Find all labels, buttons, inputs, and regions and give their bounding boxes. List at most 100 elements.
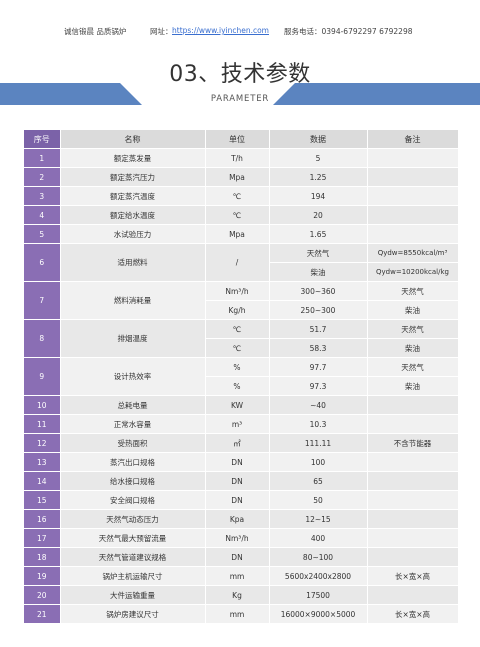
- website-link[interactable]: https://www.iyinchen.com: [172, 26, 269, 35]
- header-name: 名称: [60, 130, 206, 149]
- row-index: 16: [24, 509, 61, 529]
- row-value: 97.7: [269, 357, 368, 377]
- title-band-left: [0, 83, 142, 105]
- row-name: 设计热效率: [60, 357, 206, 396]
- row-index: 7: [24, 281, 61, 320]
- row-name: 大件运输重量: [60, 585, 206, 605]
- table-row: 2 额定蒸汽压力 Mpa 1.25: [24, 167, 459, 187]
- row-unit: ㎡: [205, 433, 270, 453]
- row-note: [367, 490, 459, 510]
- row-note: [367, 224, 459, 244]
- row-value: 17500: [269, 585, 368, 605]
- row-note: 天然气: [367, 357, 459, 377]
- row-note: [367, 509, 459, 529]
- row-name: 天然气管道建议规格: [60, 547, 206, 567]
- table-row: 19 锅炉主机运输尺寸 mm 5600x2400x2800 长×宽×高: [24, 566, 459, 586]
- row-unit: Nm³/h: [205, 528, 270, 548]
- header-value: 数据: [269, 130, 368, 149]
- row-value: 100: [269, 452, 368, 472]
- row-unit-2: %: [205, 376, 270, 396]
- row-unit: Kpa: [205, 509, 270, 529]
- row-value: 1.65: [269, 224, 368, 244]
- row-name: 额定给水温度: [60, 205, 206, 225]
- technical-parameters-table: 序号 名称 单位 数据 备注 1 额定蒸发量 T/h 5 2 额定蒸汽压力 Mp…: [24, 130, 459, 624]
- row-index: 5: [24, 224, 61, 244]
- table-row: 13 蒸汽出口规格 DN 100: [24, 452, 459, 472]
- table-row-sub: 柴油 Qydw=10200kcal/kg: [24, 262, 459, 282]
- row-value-2: 97.3: [269, 376, 368, 396]
- row-name: 燃料消耗量: [60, 281, 206, 320]
- row-note: 不含节能器: [367, 433, 459, 453]
- table-header-row: 序号 名称 单位 数据 备注: [24, 130, 459, 149]
- table-row: 10 总耗电量 KW ~40: [24, 395, 459, 415]
- row-name: 总耗电量: [60, 395, 206, 415]
- row-note-2: 柴油: [367, 338, 459, 358]
- row-unit: ℃: [205, 205, 270, 225]
- row-value: 300~360: [269, 281, 368, 301]
- row-note-2: Qydw=10200kcal/kg: [367, 262, 459, 282]
- row-note: Qydw=8550kcal/m³: [367, 243, 459, 263]
- row-name: 受热面积: [60, 433, 206, 453]
- row-unit: Nm³/h: [205, 281, 270, 301]
- table-row: 16 天然气动态压力 Kpa 12~15: [24, 509, 459, 529]
- row-index: 19: [24, 566, 61, 586]
- table-row: 6 适用燃料 / 天然气 Qydw=8550kcal/m³: [24, 243, 459, 282]
- row-value: 65: [269, 471, 368, 491]
- row-index: 18: [24, 547, 61, 567]
- row-value: 51.7: [269, 319, 368, 339]
- row-unit: ℃: [205, 186, 270, 206]
- title-band-right: [273, 83, 480, 105]
- table-row: 9 设计热效率 % 97.7 天然气: [24, 357, 459, 396]
- table-row-sub: % 97.3 柴油: [24, 376, 459, 396]
- section-title: 03、技术参数: [169, 62, 311, 87]
- row-name: 额定蒸发量: [60, 148, 206, 168]
- row-note-2: 柴油: [367, 376, 459, 396]
- table-row: 17 天然气最大预留流量 Nm³/h 400: [24, 528, 459, 548]
- table-row: 7 燃料消耗量 Nm³/h 300~360 天然气: [24, 281, 459, 320]
- row-name: 额定蒸汽压力: [60, 167, 206, 187]
- row-unit: m³: [205, 414, 270, 434]
- row-note: [367, 148, 459, 168]
- row-note-2: 柴油: [367, 300, 459, 320]
- row-value-2: 250~300: [269, 300, 368, 320]
- table-row-sub: Kg/h 250~300 柴油: [24, 300, 459, 320]
- row-note: 天然气: [367, 281, 459, 301]
- row-index: 14: [24, 471, 61, 491]
- row-unit: DN: [205, 471, 270, 491]
- service-phone: 服务电话：0394-6792297 6792298: [284, 27, 413, 36]
- row-index: 17: [24, 528, 61, 548]
- row-note: [367, 167, 459, 187]
- row-unit: Mpa: [205, 224, 270, 244]
- table-row: 3 额定蒸汽温度 ℃ 194: [24, 186, 459, 206]
- row-unit: Kg: [205, 585, 270, 605]
- row-unit: ℃: [205, 319, 270, 339]
- row-unit: /: [205, 243, 270, 282]
- row-index: 1: [24, 148, 61, 168]
- table-row: 20 大件运输重量 Kg 17500: [24, 585, 459, 605]
- row-index: 9: [24, 357, 61, 396]
- row-note: 天然气: [367, 319, 459, 339]
- row-value: 天然气: [269, 243, 368, 263]
- row-index: 8: [24, 319, 61, 358]
- row-value: 400: [269, 528, 368, 548]
- row-unit: DN: [205, 547, 270, 567]
- row-value: 194: [269, 186, 368, 206]
- row-index: 12: [24, 433, 61, 453]
- row-index: 2: [24, 167, 61, 187]
- row-value: 20: [269, 205, 368, 225]
- row-note: [367, 205, 459, 225]
- section-title-block: 03、技术参数 PARAMETER: [0, 54, 480, 105]
- row-value-2: 柴油: [269, 262, 368, 282]
- table-row: 1 额定蒸发量 T/h 5: [24, 148, 459, 168]
- row-unit: KW: [205, 395, 270, 415]
- row-unit: T/h: [205, 148, 270, 168]
- table-row: 21 锅炉房建议尺寸 mm 16000×9000×5000 长×宽×高: [24, 604, 459, 624]
- table-row: 8 排烟温度 ℃ 51.7 天然气: [24, 319, 459, 358]
- table-row: 12 受热面积 ㎡ 111.11 不含节能器: [24, 433, 459, 453]
- row-note: [367, 471, 459, 491]
- row-index: 4: [24, 205, 61, 225]
- row-note: [367, 395, 459, 415]
- row-name: 给水接口规格: [60, 471, 206, 491]
- row-name: 安全阀口规格: [60, 490, 206, 510]
- row-name: 排烟温度: [60, 319, 206, 358]
